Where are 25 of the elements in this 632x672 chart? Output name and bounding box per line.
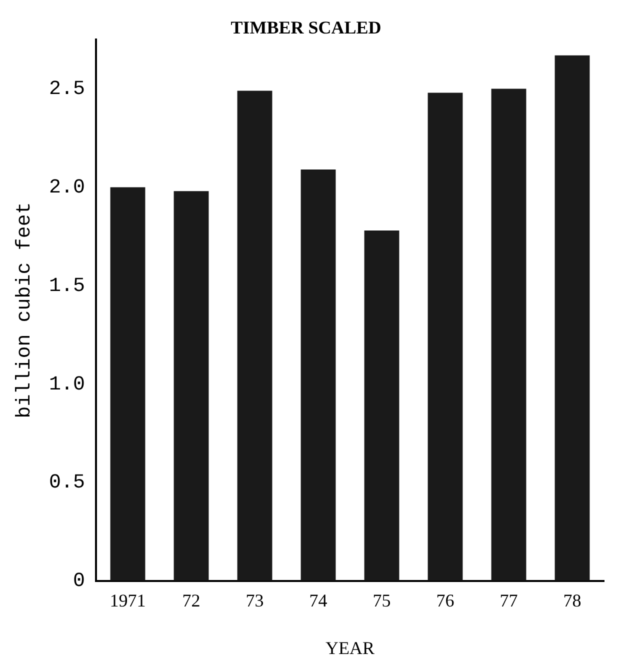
bar — [110, 187, 146, 581]
y-tick-label: 0.5 — [48, 472, 86, 495]
x-tick-label: 77 — [500, 590, 518, 610]
y-tick-label: 2.5 — [48, 78, 86, 102]
y-tick-label: 1.0 — [48, 373, 86, 396]
bar — [174, 191, 209, 581]
x-tick-label: 72 — [182, 590, 200, 610]
bar — [364, 230, 400, 581]
bar — [237, 90, 272, 581]
chart-title: TIMBER SCALED — [230, 17, 382, 38]
y-axis-title: billion cubic feet — [13, 202, 36, 418]
x-tick-label: 1971 — [110, 590, 146, 610]
bar — [491, 88, 526, 581]
bar — [300, 169, 336, 581]
x-tick-label: 74 — [309, 590, 328, 610]
bar — [554, 55, 590, 581]
x-tick-label: 73 — [246, 590, 264, 610]
y-tick-label: 2.0 — [48, 176, 86, 200]
y-tick-label: 1.5 — [48, 274, 86, 298]
y-tick-label: 0 — [72, 570, 86, 594]
x-tick-label: 78 — [563, 590, 582, 610]
bar — [428, 92, 463, 581]
x-tick-label: 75 — [372, 590, 391, 610]
x-axis-title: YEAR — [326, 638, 375, 658]
x-tick-label: 76 — [436, 590, 454, 610]
